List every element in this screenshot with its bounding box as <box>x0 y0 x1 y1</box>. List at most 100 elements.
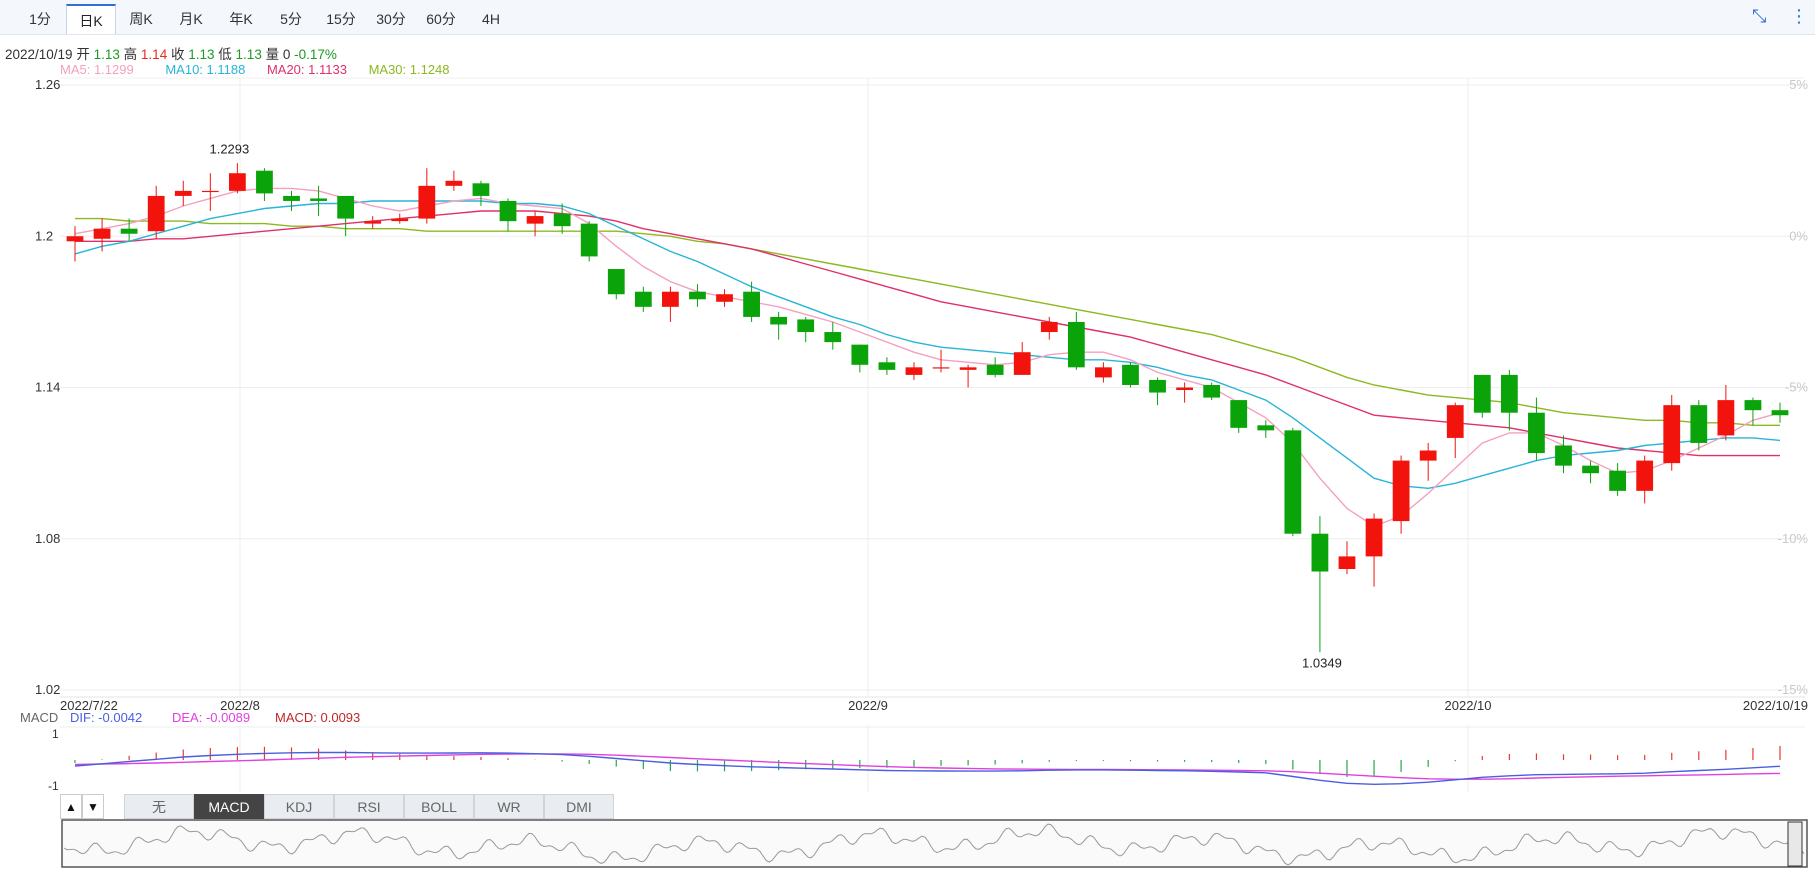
candle[interactable] <box>824 321 842 350</box>
candle[interactable] <box>337 195 355 237</box>
candle[interactable] <box>1744 397 1762 426</box>
candle[interactable] <box>1419 442 1437 481</box>
candle[interactable] <box>986 357 1004 378</box>
scroll-up-button[interactable]: ▲ <box>60 794 82 819</box>
tab-9[interactable]: 4H <box>482 11 500 27</box>
candle-body <box>418 185 436 219</box>
candle[interactable] <box>1717 384 1735 441</box>
candle[interactable] <box>472 180 490 206</box>
tab-2[interactable]: 周K <box>129 11 153 27</box>
candle[interactable] <box>174 180 192 206</box>
candle[interactable] <box>1663 395 1681 471</box>
overview-range-handle[interactable] <box>1787 821 1803 867</box>
candle[interactable] <box>283 190 300 212</box>
candle[interactable] <box>959 364 977 388</box>
overview-navigator[interactable] <box>61 819 1808 868</box>
tab-7[interactable]: 30分 <box>376 11 406 27</box>
candle[interactable] <box>1582 460 1599 484</box>
collapse-arrows-icon[interactable]: ⤡ <box>1752 6 1767 26</box>
price-tick-label: 1.02 <box>35 682 60 697</box>
candle[interactable] <box>1257 420 1275 438</box>
candle[interactable] <box>93 218 111 252</box>
tab-4[interactable]: 年K <box>229 11 253 27</box>
candle[interactable] <box>580 221 598 262</box>
indicator-button-boll[interactable]: BOLL <box>404 794 474 819</box>
candle[interactable] <box>634 286 652 312</box>
candle-body <box>1284 430 1302 534</box>
tab-3[interactable]: 月K <box>179 11 203 27</box>
candle[interactable] <box>1149 377 1166 406</box>
candle[interactable] <box>1446 402 1464 459</box>
candle[interactable] <box>743 281 760 322</box>
candle[interactable] <box>905 362 923 380</box>
candle[interactable] <box>716 289 733 307</box>
candle-body <box>256 170 273 194</box>
candle[interactable] <box>553 203 571 234</box>
indicator-button-macd[interactable]: MACD <box>194 794 264 819</box>
candle-body <box>1446 405 1464 438</box>
candle[interactable] <box>201 173 219 212</box>
candle[interactable] <box>851 344 869 373</box>
candle[interactable] <box>932 349 950 373</box>
candle[interactable] <box>1609 463 1627 496</box>
candle[interactable] <box>147 185 165 239</box>
candle[interactable] <box>499 198 517 232</box>
candle[interactable] <box>1555 435 1572 474</box>
candle[interactable] <box>310 185 327 217</box>
candle[interactable] <box>1311 516 1329 653</box>
candle[interactable] <box>1067 311 1085 370</box>
candle[interactable] <box>1338 541 1356 575</box>
candle[interactable] <box>607 269 625 300</box>
candle[interactable] <box>1203 382 1221 401</box>
candle[interactable] <box>364 216 382 229</box>
tab-5[interactable]: 5分 <box>280 11 302 27</box>
candle[interactable] <box>256 168 273 201</box>
low-value: 1.13 <box>235 47 262 62</box>
tab-6[interactable]: 15分 <box>326 11 356 27</box>
candle[interactable] <box>878 357 896 375</box>
candle[interactable] <box>526 211 544 237</box>
candle[interactable] <box>1095 362 1112 383</box>
candle[interactable] <box>689 284 706 307</box>
candle[interactable] <box>1176 382 1193 403</box>
candle[interactable] <box>445 170 463 191</box>
candle[interactable] <box>1771 402 1789 423</box>
candle[interactable] <box>662 286 679 322</box>
candle[interactable] <box>1284 427 1302 537</box>
candle[interactable] <box>770 311 788 340</box>
candle[interactable] <box>797 316 815 343</box>
candle[interactable] <box>228 163 246 194</box>
candle[interactable] <box>1528 397 1545 461</box>
candle-body <box>147 195 165 232</box>
indicator-button-wr[interactable]: WR <box>474 794 544 819</box>
candle[interactable] <box>391 213 409 224</box>
candle[interactable] <box>1365 513 1383 587</box>
candle[interactable] <box>1690 400 1708 451</box>
candle[interactable] <box>1636 455 1654 504</box>
indicator-button-kdj[interactable]: KDJ <box>264 794 334 819</box>
tab-0[interactable]: 1分 <box>29 11 51 27</box>
percent-tick-label: -10% <box>1778 531 1809 546</box>
candle[interactable] <box>1473 374 1491 418</box>
candle[interactable] <box>1040 316 1058 340</box>
candle[interactable] <box>1392 455 1410 534</box>
candle[interactable] <box>66 226 84 262</box>
ma5-line <box>74 187 1781 527</box>
vertical-dots-icon[interactable]: ⋮ <box>1790 6 1808 26</box>
tab-1[interactable]: 日K <box>66 4 116 34</box>
candle[interactable] <box>1500 369 1518 431</box>
candle[interactable] <box>1122 362 1139 388</box>
candle[interactable] <box>1013 342 1031 375</box>
candle-body <box>905 367 923 375</box>
tab-8[interactable]: 60分 <box>426 11 456 27</box>
candle[interactable] <box>120 218 138 242</box>
candle[interactable] <box>418 168 436 224</box>
scroll-down-button[interactable]: ▼ <box>82 794 104 819</box>
percent-tick-label: -15% <box>1778 682 1809 697</box>
indicator-button-dmi[interactable]: DMI <box>544 794 614 819</box>
candle[interactable] <box>1230 400 1248 433</box>
indicator-button-无[interactable]: 无 <box>124 794 194 819</box>
indicator-button-rsi[interactable]: RSI <box>334 794 404 819</box>
low-label: 低 <box>218 47 232 62</box>
